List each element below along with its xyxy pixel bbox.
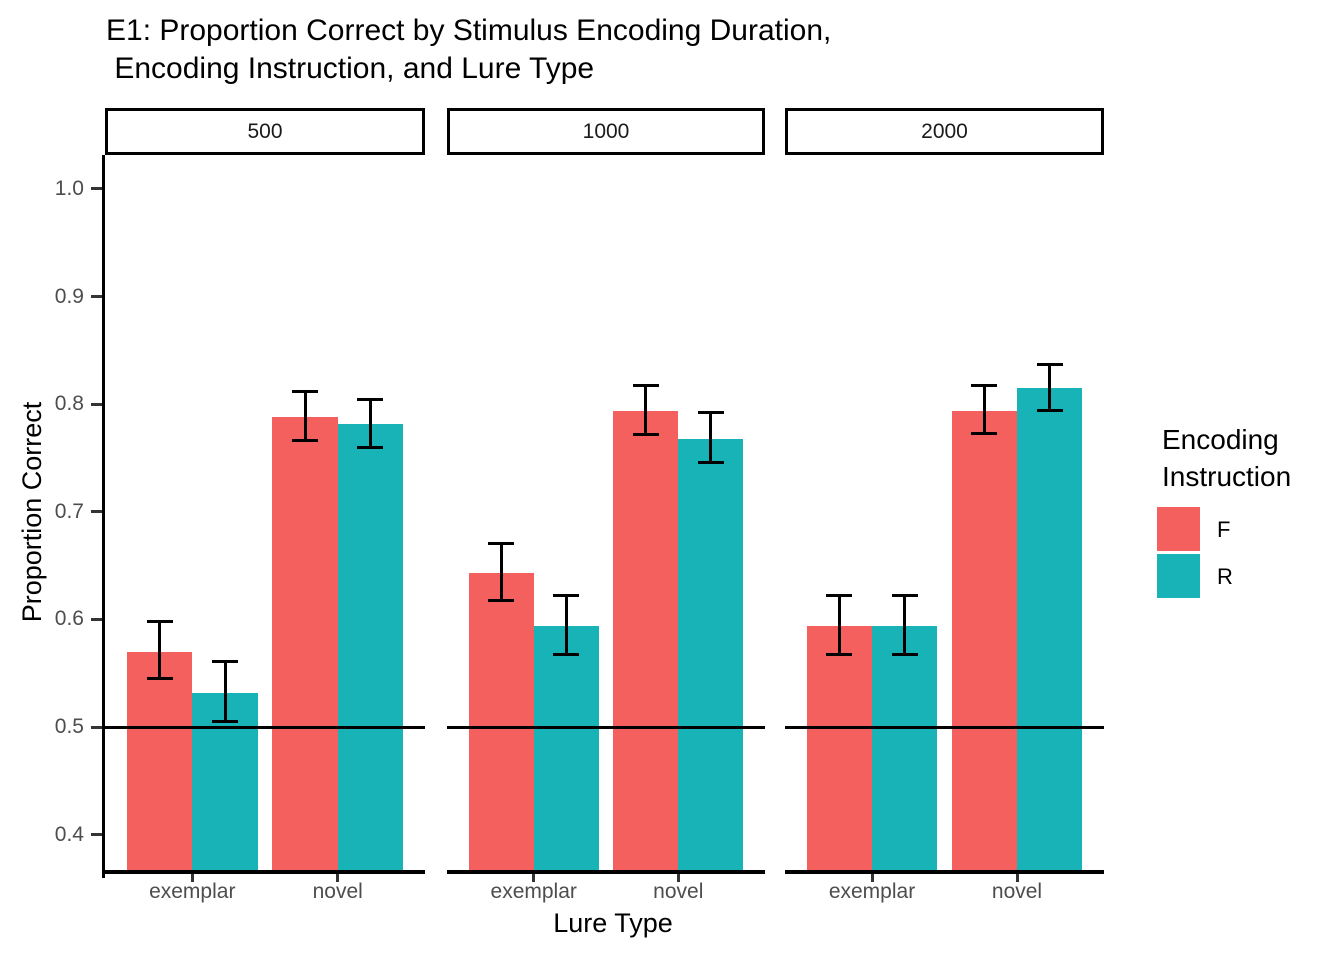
facet-strip-label: 2000: [921, 119, 968, 143]
x-tick-novel: [676, 874, 680, 882]
x-tick-label-exemplar: exemplar: [490, 880, 577, 903]
x-tick-novel: [336, 874, 340, 882]
y-tick: [91, 187, 102, 191]
errorbar-F-novel-cap-top: [971, 384, 998, 388]
bar-R-novel: [678, 438, 744, 874]
bar-R-novel: [337, 423, 404, 874]
errorbar-R-novel-stem: [1048, 364, 1052, 411]
errorbar-R-exemplar-stem: [223, 661, 227, 722]
errorbar-R-exemplar-stem: [903, 595, 907, 655]
errorbar-F-novel-stem: [982, 385, 986, 434]
bar-R-exemplar: [533, 625, 599, 874]
errorbar-R-exemplar-stem: [564, 595, 568, 655]
errorbar-R-novel-stem: [709, 412, 713, 463]
errorbar-F-exemplar-cap-top: [146, 620, 173, 624]
y-tick-label: 0.5: [54, 715, 84, 739]
y-tick: [91, 295, 102, 299]
bar-F-novel: [951, 410, 1017, 874]
errorbar-F-novel-cap-bottom: [292, 439, 318, 443]
y-axis-line: [102, 155, 105, 878]
facet-strip-1000: 1000: [447, 108, 765, 155]
y-tick-label: 0.7: [54, 499, 84, 523]
x-tick-exemplar: [870, 874, 874, 882]
bar-F-exemplar: [806, 625, 872, 874]
x-axis-line: [447, 870, 765, 874]
errorbar-F-novel-stem: [303, 391, 307, 441]
errorbar-F-exemplar-cap-bottom: [826, 653, 853, 657]
errorbar-R-novel-stem: [368, 399, 372, 448]
errorbar-F-exemplar-cap-bottom: [488, 598, 515, 602]
x-tick-exemplar: [190, 874, 194, 882]
errorbar-F-novel-cap-top: [292, 389, 318, 393]
errorbar-R-exemplar-cap-bottom: [553, 653, 580, 657]
y-tick: [91, 510, 102, 514]
x-tick-label-novel: novel: [653, 880, 704, 903]
errorbar-F-exemplar-cap-top: [488, 541, 515, 545]
errorbar-F-exemplar-stem: [837, 595, 841, 655]
bar-R-exemplar: [872, 625, 938, 874]
facet-strip-label: 1000: [582, 119, 630, 143]
bar-F-novel: [272, 417, 338, 874]
errorbar-R-novel-cap-bottom: [1036, 409, 1063, 413]
y-tick: [91, 617, 102, 621]
errorbar-R-exemplar-cap-top: [553, 594, 580, 598]
x-axis-line: [785, 870, 1104, 874]
x-tick-label-novel: novel: [991, 880, 1043, 903]
legend-title-line-1: Encoding: [1162, 424, 1279, 455]
errorbar-F-novel-stem: [644, 385, 648, 435]
facet-strip-2000: 2000: [785, 108, 1104, 155]
y-tick: [91, 833, 102, 837]
x-axis-line: [102, 870, 425, 874]
errorbar-R-exemplar-cap-bottom: [212, 720, 238, 724]
reference-line-0.5: [102, 725, 425, 729]
x-tick-label-novel: novel: [312, 880, 363, 903]
errorbar-F-exemplar-stem: [158, 621, 162, 679]
plot-title-line-1: E1: Proportion Correct by Stimulus Encod…: [106, 14, 832, 47]
errorbar-F-novel-cap-bottom: [632, 432, 659, 436]
x-axis-title: Lure Type: [553, 908, 673, 938]
y-tick: [91, 402, 102, 406]
y-tick-label: 0.4: [54, 822, 84, 846]
errorbar-R-novel-cap-bottom: [697, 460, 724, 464]
errorbar-F-novel-cap-top: [632, 384, 659, 388]
errorbar-R-novel-cap-top: [697, 411, 724, 415]
bar-F-novel: [613, 410, 679, 874]
facet-strip-label: 500: [247, 119, 283, 143]
legend-key-f-label: F: [1217, 517, 1231, 542]
errorbar-F-novel-cap-bottom: [971, 431, 998, 435]
y-tick-label: 0.9: [54, 284, 84, 308]
bar-F-exemplar: [468, 573, 534, 874]
y-tick-label: 1.0: [54, 176, 84, 200]
legend-title-line-2: Instruction: [1162, 461, 1292, 492]
facet-strip-500: 500: [105, 108, 425, 155]
x-tick-novel: [1015, 874, 1019, 882]
errorbar-R-novel-cap-bottom: [357, 445, 384, 449]
errorbar-R-exemplar-cap-bottom: [891, 653, 918, 657]
reference-line-0.5: [785, 725, 1104, 729]
bar-F-exemplar: [126, 651, 193, 874]
y-tick-label: 0.6: [54, 607, 84, 631]
y-tick: [91, 725, 102, 729]
x-tick-exemplar: [532, 874, 536, 882]
legend-key-f-swatch: [1157, 507, 1200, 551]
errorbar-R-novel-cap-top: [357, 398, 384, 402]
plot-title-line-2: Encoding Instruction, and Lure Type: [106, 52, 595, 85]
errorbar-F-exemplar-stem: [499, 543, 503, 601]
reference-line-0.5: [447, 725, 765, 729]
x-tick-label-exemplar: exemplar: [828, 880, 916, 903]
errorbar-R-exemplar-cap-top: [212, 659, 238, 663]
bar-R-novel: [1017, 388, 1083, 874]
legend-key-r-label: R: [1217, 564, 1233, 589]
errorbar-F-exemplar-cap-bottom: [146, 677, 173, 681]
errorbar-R-exemplar-cap-top: [891, 594, 918, 598]
x-tick-label-exemplar: exemplar: [149, 880, 236, 903]
legend-key-r-swatch: [1157, 554, 1200, 598]
errorbar-F-exemplar-cap-top: [826, 594, 853, 598]
errorbar-R-novel-cap-top: [1036, 362, 1063, 366]
y-tick-label: 0.8: [54, 392, 84, 416]
